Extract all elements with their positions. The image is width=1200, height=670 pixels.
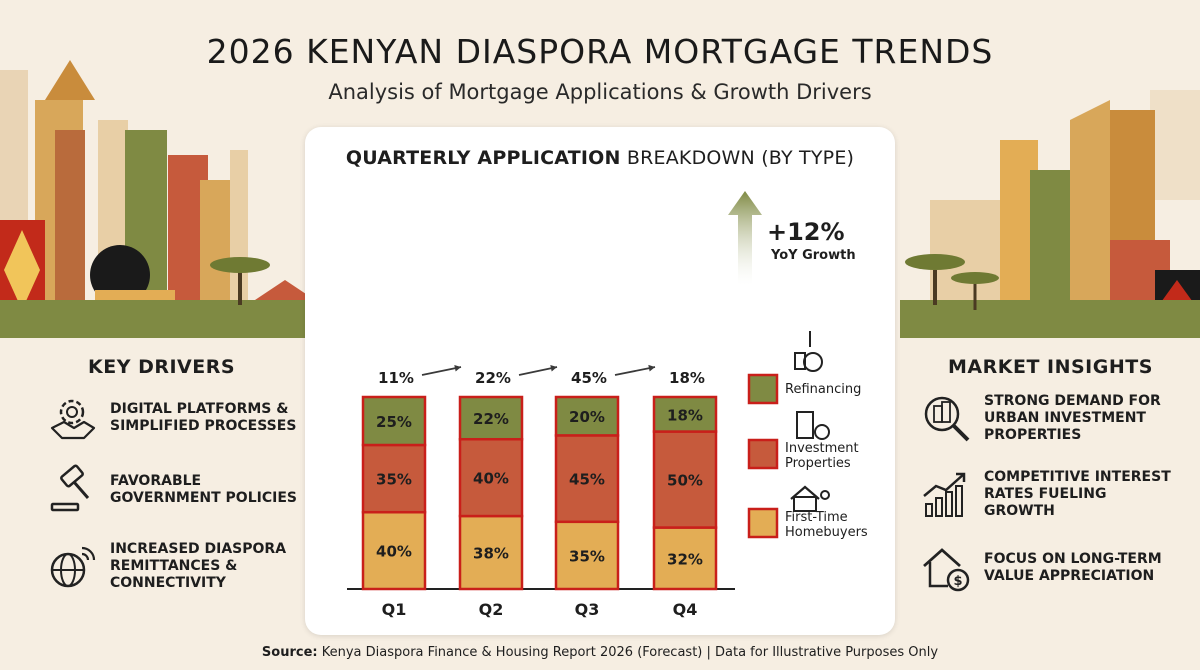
x-tick-label-q1: Q1 bbox=[382, 600, 407, 619]
trend-arrow-2 bbox=[518, 366, 558, 376]
insight-text-2: COMPETITIVE INTEREST RATES FUELING GROWT… bbox=[984, 468, 1171, 519]
top-label-q2: 22% bbox=[475, 369, 511, 387]
key-icon bbox=[820, 490, 830, 500]
bar-q1-series-0 bbox=[361, 510, 427, 591]
data-label-q1-series-0: 40% bbox=[376, 543, 412, 561]
gear-handshake-icon bbox=[50, 399, 96, 440]
chart-title-bold: QUARTERLY APPLICATION bbox=[345, 147, 621, 169]
source-label: Source: bbox=[261, 645, 318, 660]
page-subtitle: Analysis of Mortgage Applications & Grow… bbox=[328, 80, 872, 104]
chart-title: QUARTERLY APPLICATION BREAKDOWN (BY TYPE… bbox=[305, 147, 895, 169]
driver-item-3: INCREASED DIASPORA REMITTANCES & CONNECT… bbox=[44, 538, 300, 594]
insight-item-3: $ FOCUS ON LONG-TERM VALUE APPRECIATION bbox=[918, 540, 1174, 596]
right-skyline bbox=[900, 90, 1200, 340]
house-body-icon bbox=[793, 496, 817, 512]
growth-chart-icon bbox=[923, 472, 966, 517]
data-label-q4-series-1: 50% bbox=[667, 472, 703, 490]
bar-q2-series-2 bbox=[458, 395, 524, 441]
top-label-q3: 45% bbox=[571, 369, 607, 387]
legend-label-0: First-Time Homebuyers bbox=[785, 510, 868, 540]
bar-q3-series-2 bbox=[554, 395, 620, 437]
trend-arrow-1 bbox=[421, 366, 462, 376]
legend-swatch-0 bbox=[747, 507, 779, 539]
driver-item-1: DIGITAL PLATFORMS & SIMPLIFIED PROCESSES bbox=[44, 390, 300, 446]
driver-text-2: FAVORABLE GOVERNMENT POLICIES bbox=[110, 473, 297, 506]
coins-icon bbox=[803, 352, 823, 372]
bar-q2-series-0 bbox=[458, 514, 524, 591]
source-note: Source: Kenya Diaspora Finance & Housing… bbox=[0, 645, 1200, 660]
coins-stack-icon bbox=[794, 352, 806, 370]
legend-swatch-1 bbox=[747, 438, 779, 470]
driver-item-2: FAVORABLE GOVERNMENT POLICIES bbox=[44, 462, 300, 518]
data-label-q3-series-1: 45% bbox=[569, 471, 605, 489]
data-label-q3-series-2: 20% bbox=[569, 408, 605, 426]
stacked-bar-chart: 40% 35% 25% Q1 11% 38% 40% 22% Q2 22% 35% 45% 20% Q3 4… bbox=[347, 191, 868, 619]
trend-arrow-3 bbox=[614, 366, 656, 376]
x-tick-label-q2: Q2 bbox=[479, 600, 504, 619]
data-label-q1-series-1: 35% bbox=[376, 471, 412, 489]
market-insights-title: MARKET INSIGHTS bbox=[948, 356, 1153, 378]
page-title: 2026 KENYAN DIASPORA MORTGAGE TRENDS bbox=[206, 32, 994, 71]
bar-q4-series-1 bbox=[652, 430, 718, 529]
driver-text-1: DIGITAL PLATFORMS & SIMPLIFIED PROCESSES bbox=[110, 401, 297, 434]
bar-q1-series-2 bbox=[361, 395, 427, 447]
data-label-q3-series-0: 35% bbox=[569, 547, 605, 565]
top-label-q4: 18% bbox=[669, 369, 705, 387]
legend-label-2: Refinancing bbox=[785, 382, 861, 397]
data-label-q1-series-2: 25% bbox=[376, 413, 412, 431]
legend-swatch-2 bbox=[747, 373, 779, 405]
trend-arrow-head-2 bbox=[550, 364, 557, 372]
driver-text-3: INCREASED DIASPORA REMITTANCES & CONNECT… bbox=[110, 540, 287, 591]
magnifier-building-icon bbox=[924, 396, 970, 442]
bar-q4-series-0 bbox=[652, 526, 718, 591]
insight-text-1: STRONG DEMAND FOR URBAN INVESTMENT PROPE… bbox=[984, 392, 1161, 443]
x-tick-label-q3: Q3 bbox=[575, 600, 600, 619]
trend-arrow-head-1 bbox=[454, 364, 461, 372]
trend-arrow-head-3 bbox=[648, 364, 655, 372]
legend-label-1: Investment Properties bbox=[785, 441, 859, 471]
insight-text-3: FOCUS ON LONG-TERM VALUE APPRECIATION bbox=[984, 551, 1162, 584]
insight-item-2: COMPETITIVE INTEREST RATES FUELING GROWT… bbox=[918, 466, 1174, 522]
top-label-q1: 11% bbox=[378, 369, 414, 387]
key-drivers-title: KEY DRIVERS bbox=[88, 356, 236, 378]
data-label-q2-series-2: 22% bbox=[473, 410, 509, 428]
bar-q3-series-1 bbox=[554, 434, 620, 524]
bar-q1-series-1 bbox=[361, 443, 427, 514]
data-label-q2-series-1: 40% bbox=[473, 470, 509, 488]
data-label-q4-series-0: 32% bbox=[667, 550, 703, 568]
growth-label: YoY Growth bbox=[770, 248, 856, 263]
globe-signal-icon bbox=[50, 546, 96, 588]
insight-item-1: STRONG DEMAND FOR URBAN INVESTMENT PROPE… bbox=[918, 390, 1174, 446]
gavel-icon bbox=[50, 464, 90, 512]
house-icon bbox=[790, 485, 820, 500]
growth-value: +12% bbox=[767, 218, 845, 246]
data-label-q4-series-2: 18% bbox=[667, 406, 703, 424]
bar-q4-series-2 bbox=[652, 395, 718, 433]
left-skyline bbox=[0, 60, 315, 340]
settings-gear-icon bbox=[814, 424, 830, 440]
source-text: Kenya Diaspora Finance & Housing Report … bbox=[317, 645, 939, 660]
x-tick-label-q4: Q4 bbox=[673, 600, 698, 619]
growth-arrow-icon bbox=[728, 191, 762, 285]
svg-text:$: $ bbox=[953, 574, 962, 589]
chart-card: QUARTERLY APPLICATION BREAKDOWN (BY TYPE… bbox=[305, 127, 895, 635]
building-icon bbox=[796, 411, 814, 439]
data-label-q2-series-0: 38% bbox=[473, 545, 509, 563]
house-dollar-icon: $ bbox=[923, 548, 970, 592]
bar-q3-series-0 bbox=[554, 520, 620, 591]
chart-title-rest: BREAKDOWN (BY TYPE) bbox=[626, 147, 855, 169]
